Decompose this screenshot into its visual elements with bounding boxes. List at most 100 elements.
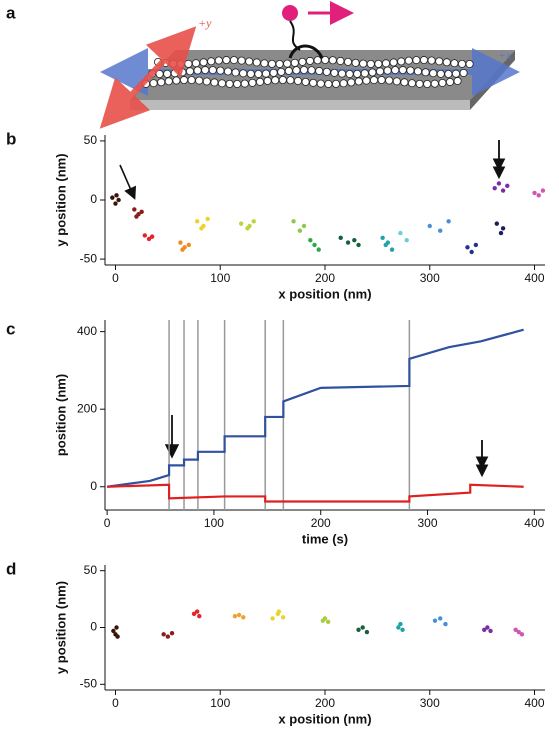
- bead: [328, 56, 337, 65]
- bead: [313, 56, 322, 65]
- bead: [261, 69, 270, 78]
- x-tick-label: 300: [420, 271, 440, 285]
- bead: [193, 66, 202, 75]
- bead: [389, 58, 398, 67]
- bead: [351, 58, 360, 67]
- point: [191, 611, 197, 617]
- bead: [283, 59, 292, 68]
- bead: [149, 79, 158, 88]
- point: [149, 234, 155, 239]
- point: [325, 619, 331, 625]
- bead: [413, 67, 422, 76]
- bead: [435, 57, 444, 66]
- bead: [202, 77, 211, 86]
- y-tick-label: 400: [77, 324, 97, 338]
- bead: [366, 59, 375, 68]
- bead: [233, 79, 242, 88]
- point: [398, 621, 403, 627]
- bead: [185, 67, 194, 76]
- bead: [453, 77, 462, 86]
- point: [494, 221, 500, 226]
- bead: [172, 76, 181, 85]
- bead: [195, 76, 204, 85]
- bead: [421, 68, 430, 77]
- point: [316, 247, 321, 252]
- point: [540, 188, 546, 193]
- y-axis-arrow: [99, 26, 197, 129]
- x-tick-label: 400: [525, 696, 545, 710]
- bead: [201, 66, 210, 75]
- bead: [321, 56, 330, 65]
- point: [194, 609, 200, 614]
- bead: [284, 66, 293, 75]
- bead: [316, 79, 325, 88]
- point: [146, 236, 152, 242]
- point: [400, 627, 405, 632]
- x-tick-label: 0: [104, 516, 111, 530]
- y-tick-label: -50: [80, 676, 98, 690]
- bead: [324, 79, 333, 88]
- point: [297, 228, 303, 233]
- x-tick-label: 300: [418, 516, 438, 530]
- x-axis-label: +x: [498, 48, 512, 62]
- bead: [179, 76, 188, 85]
- point: [352, 237, 357, 243]
- bead: [278, 76, 287, 85]
- bead: [368, 68, 377, 77]
- point: [194, 219, 200, 224]
- point: [114, 625, 119, 630]
- y-tick-label: 0: [90, 192, 97, 206]
- point: [500, 188, 506, 193]
- point: [110, 195, 115, 200]
- bead: [383, 66, 392, 75]
- surface-edge: [130, 100, 470, 110]
- bead: [252, 58, 261, 67]
- x-tick-label: 200: [315, 271, 335, 285]
- bead: [369, 76, 378, 85]
- bead: [345, 69, 354, 78]
- point: [356, 242, 361, 248]
- bead: [223, 67, 232, 76]
- point: [232, 613, 238, 619]
- bead: [385, 76, 394, 85]
- point: [519, 632, 525, 637]
- point: [251, 219, 256, 224]
- point: [356, 627, 361, 632]
- bead: [290, 58, 299, 67]
- point: [301, 223, 307, 229]
- bead: [271, 76, 280, 85]
- point: [161, 632, 166, 637]
- bead: [292, 66, 301, 75]
- bead: [377, 76, 386, 85]
- point: [427, 223, 432, 229]
- point: [236, 612, 242, 618]
- x-tick-label: 0: [112, 696, 119, 710]
- point: [238, 221, 244, 226]
- bead: [450, 59, 459, 68]
- y-tick-label: 0: [90, 620, 97, 634]
- bead: [442, 58, 451, 67]
- trace: [106, 328, 524, 488]
- bead: [339, 79, 348, 88]
- bead: [208, 66, 217, 75]
- point: [134, 214, 139, 219]
- point: [111, 628, 116, 634]
- bead: [269, 68, 278, 77]
- bead: [445, 77, 454, 86]
- bead: [263, 76, 272, 85]
- bead: [400, 78, 409, 87]
- bead: [465, 59, 474, 68]
- bead: [392, 77, 401, 86]
- point: [513, 627, 518, 632]
- bead: [199, 58, 208, 67]
- point: [496, 181, 502, 186]
- bead: [412, 56, 421, 65]
- bead: [255, 77, 264, 86]
- bead: [237, 56, 246, 65]
- trace: [107, 483, 524, 503]
- point: [532, 190, 537, 196]
- bead: [298, 57, 307, 66]
- bead: [299, 66, 308, 75]
- point: [308, 237, 313, 243]
